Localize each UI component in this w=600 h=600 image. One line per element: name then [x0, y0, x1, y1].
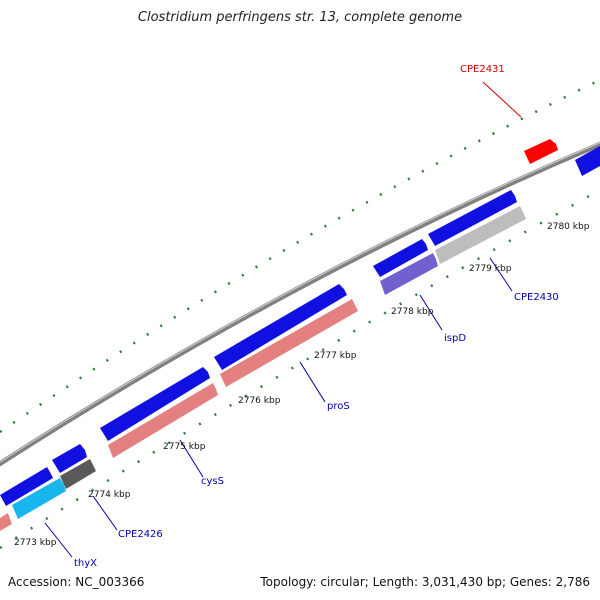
leader-cysS [179, 439, 204, 478]
scale-label-2778: 2778 kbp [391, 307, 434, 317]
gene-blue-7[interactable] [575, 146, 600, 176]
gene-blue-2[interactable] [52, 444, 87, 473]
gene-blue-6[interactable] [428, 190, 517, 246]
map-title: Clostridium perfringens str. 13, complet… [137, 10, 463, 25]
gene-pink-cysS[interactable] [108, 383, 218, 458]
gene-gray-cpe2430[interactable] [435, 206, 526, 264]
gene-label-cysS[interactable]: cysS [201, 476, 224, 487]
gene-label-thyX[interactable]: thyX [74, 558, 97, 569]
leader-cpe2430 [489, 257, 513, 292]
scale-label-2780: 2780 kbp [547, 222, 590, 232]
gene-red-cpe2431[interactable] [524, 139, 558, 164]
gene-blue-4[interactable] [214, 284, 347, 370]
genome-backbone [0, 141, 600, 467]
gene-label-proS[interactable]: proS [327, 401, 350, 412]
gene-blue-5[interactable] [373, 239, 428, 277]
scale-label-2779: 2779 kbp [469, 264, 512, 274]
scale-label-2774: 2774 kbp [88, 490, 131, 500]
label-leaders [44, 81, 522, 558]
genome-summary-text: Topology: circular; Length: 3,031,430 bp… [260, 575, 590, 589]
leader-proS [299, 361, 326, 403]
gene-dark-gray-cpe2426[interactable] [60, 459, 96, 489]
leader-cpe2431 [482, 81, 522, 118]
gene-pink-thyX-left[interactable] [0, 513, 12, 531]
gene-cyan-thyX[interactable] [12, 478, 66, 519]
inner-tick-row [0, 188, 600, 550]
gene-pink-proS[interactable] [220, 299, 358, 387]
gene-purple-ispD[interactable] [380, 253, 438, 295]
forward-strand-genes [0, 146, 600, 506]
outer-tick-row [0, 78, 600, 434]
gene-blue-3[interactable] [100, 367, 210, 441]
leader-ispD [419, 294, 443, 331]
scale-label-2776: 2776 kbp [238, 396, 281, 406]
scale-label-2777: 2777 kbp [314, 351, 357, 361]
scale-labels: 2773 kbp 2774 kbp 2775 kbp 2776 kbp 2777… [14, 222, 590, 548]
gene-label-ispD[interactable]: ispD [444, 333, 466, 344]
scale-label-2775: 2775 kbp [163, 442, 206, 452]
scale-label-2773: 2773 kbp [14, 538, 57, 548]
gene-blue-1[interactable] [0, 467, 53, 506]
gene-label-cpe2430[interactable]: CPE2430 [514, 292, 559, 303]
reverse-strand-genes [0, 206, 526, 531]
gene-labels: CPE2431 CPE2430 ispD proS cysS CPE2426 t… [74, 64, 559, 569]
leader-cpe2426 [92, 495, 118, 531]
leader-thyX [44, 522, 73, 558]
gene-label-cpe2431[interactable]: CPE2431 [460, 64, 505, 75]
accession-text: Accession: NC_003366 [8, 575, 145, 589]
gene-label-cpe2426[interactable]: CPE2426 [118, 529, 163, 540]
